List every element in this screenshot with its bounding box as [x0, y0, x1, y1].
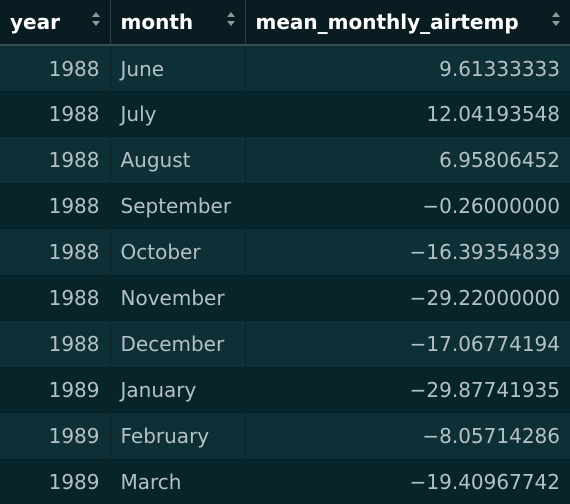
- table-row: 1988 October −16.39354839: [0, 229, 570, 275]
- cell-year: 1988: [0, 45, 111, 91]
- cell-month: October: [110, 229, 246, 275]
- cell-mean-monthly-airtemp: 12.04193548: [245, 91, 570, 137]
- table-row: 1988 November −29.22000000: [0, 275, 570, 321]
- cell-month: September: [110, 183, 246, 229]
- cell-year: 1989: [0, 459, 111, 504]
- cell-year: 1989: [0, 367, 111, 413]
- cell-month: August: [110, 137, 246, 183]
- table-row: 1989 February −8.05714286: [0, 413, 570, 459]
- sort-arrows-icon[interactable]: [226, 9, 236, 29]
- table-header: year month mean_monthly_airtemp: [0, 0, 570, 46]
- cell-year: 1988: [0, 91, 111, 137]
- cell-month: July: [110, 91, 246, 137]
- table-row: 1988 June 9.61333333: [0, 45, 570, 91]
- cell-month: December: [110, 321, 246, 367]
- column-header-month[interactable]: month: [110, 0, 246, 46]
- cell-mean-monthly-airtemp: −29.87741935: [245, 367, 570, 413]
- cell-month: June: [110, 45, 246, 91]
- column-header-label: mean_monthly_airtemp: [255, 10, 519, 34]
- cell-year: 1988: [0, 275, 111, 321]
- column-header-label: year: [10, 10, 60, 34]
- table-row: 1988 September −0.26000000: [0, 183, 570, 229]
- cell-year: 1989: [0, 413, 111, 459]
- cell-mean-monthly-airtemp: −19.40967742: [245, 459, 570, 504]
- column-header-mean-monthly-airtemp[interactable]: mean_monthly_airtemp: [245, 0, 570, 46]
- column-header-year[interactable]: year: [0, 0, 111, 46]
- cell-mean-monthly-airtemp: −16.39354839: [245, 229, 570, 275]
- cell-year: 1988: [0, 229, 111, 275]
- cell-month: February: [110, 413, 246, 459]
- cell-year: 1988: [0, 183, 111, 229]
- sort-arrows-icon[interactable]: [551, 9, 561, 29]
- sort-arrows-icon[interactable]: [91, 9, 101, 29]
- table-row: 1988 August 6.95806452: [0, 137, 570, 183]
- table-row: 1988 July 12.04193548: [0, 91, 570, 137]
- cell-mean-monthly-airtemp: 9.61333333: [245, 45, 570, 91]
- cell-mean-monthly-airtemp: −17.06774194: [245, 321, 570, 367]
- table-row: 1989 January −29.87741935: [0, 367, 570, 413]
- header-row: year month mean_monthly_airtemp: [0, 0, 570, 46]
- cell-month: January: [110, 367, 246, 413]
- cell-mean-monthly-airtemp: −8.05714286: [245, 413, 570, 459]
- cell-mean-monthly-airtemp: 6.95806452: [245, 137, 570, 183]
- cell-month: November: [110, 275, 246, 321]
- table-row: 1989 March −19.40967742: [0, 459, 570, 504]
- table-body: 1988 June 9.61333333 1988 July 12.041935…: [0, 45, 570, 504]
- cell-year: 1988: [0, 137, 111, 183]
- cell-month: March: [110, 459, 246, 504]
- cell-year: 1988: [0, 321, 111, 367]
- column-header-label: month: [120, 10, 194, 34]
- cell-mean-monthly-airtemp: −29.22000000: [245, 275, 570, 321]
- cell-mean-monthly-airtemp: −0.26000000: [245, 183, 570, 229]
- table-row: 1988 December −17.06774194: [0, 321, 570, 367]
